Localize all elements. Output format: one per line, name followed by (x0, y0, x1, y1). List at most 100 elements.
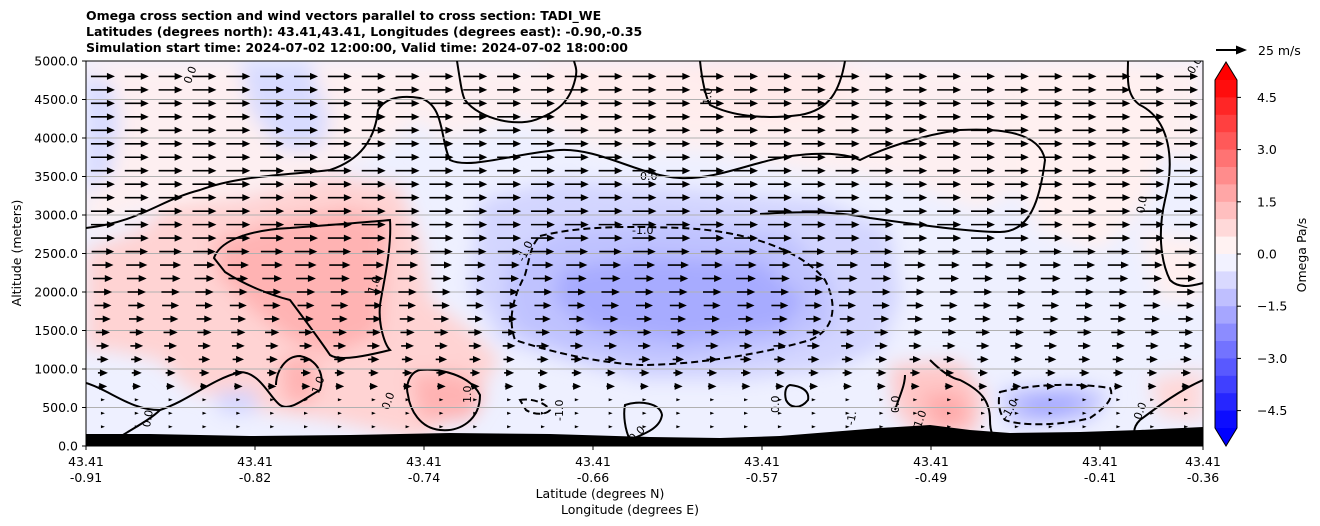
wind-vector (608, 425, 613, 429)
wind-vectors (90, 72, 1199, 429)
wind-vector (196, 315, 213, 323)
wind-vector (93, 275, 113, 283)
wind-vector (666, 180, 691, 188)
wind-vector (1072, 126, 1097, 134)
wind-vector (937, 113, 962, 121)
wind-vector (767, 153, 792, 161)
wind-vector (940, 301, 958, 309)
wind-vector (601, 288, 620, 296)
colorbar-swatch (1215, 114, 1237, 133)
wind-vector (1178, 328, 1194, 336)
wind-vector (100, 411, 105, 415)
wind-vector (463, 99, 488, 107)
wind-vector (947, 411, 952, 415)
wind-vector (329, 275, 350, 283)
wind-vector (602, 301, 620, 309)
wind-vector (430, 261, 453, 269)
wind-vector (1174, 207, 1199, 215)
colorbar-swatch (1215, 254, 1237, 272)
colorbar-swatch (1215, 80, 1237, 98)
wind-vector (504, 369, 515, 377)
wind-vector (801, 153, 826, 161)
wind-vector (903, 234, 928, 242)
colorbar-swatch (1215, 219, 1237, 238)
wind-vector (195, 288, 214, 296)
wind-vector (767, 207, 792, 215)
wind-vector (835, 86, 860, 94)
wind-vector (226, 72, 251, 80)
wind-vector (500, 301, 518, 309)
colorbar-swatch (1215, 201, 1237, 220)
wind-vector (432, 288, 451, 296)
wind-vector (463, 153, 488, 161)
y-tick-label: 2500.0 (34, 246, 78, 261)
wind-vector (1038, 167, 1063, 175)
x-tick-label-lon: -0.91 (70, 470, 102, 485)
wind-vector (1072, 113, 1097, 121)
wind-vector (974, 301, 992, 309)
wind-vector (1176, 288, 1196, 296)
wind-vector (572, 382, 582, 390)
wind-vector (702, 288, 722, 296)
wind-vector (700, 72, 725, 80)
y-tick-label: 4000.0 (34, 131, 78, 146)
wind-vector (530, 234, 555, 242)
wind-vector (1140, 221, 1165, 229)
wind-vector (260, 180, 285, 188)
wind-vector (771, 301, 789, 309)
wind-vector (970, 167, 995, 175)
wind-vector (124, 167, 149, 175)
wind-vector (598, 194, 623, 202)
wind-vector (327, 72, 352, 80)
wind-vector (707, 382, 717, 390)
contour-label: 0.0 (1131, 400, 1149, 421)
colorbar-swatch (1215, 323, 1237, 342)
wind-vector (700, 86, 725, 94)
wind-vector (361, 221, 386, 229)
wind-vector (299, 342, 313, 350)
wind-vector (1112, 355, 1125, 363)
wind-vector (469, 355, 481, 363)
wind-vector (1106, 221, 1131, 229)
wind-vector (531, 248, 555, 256)
colorbar-tick-label: 1.5 (1257, 194, 1277, 209)
contour-neg1-main (510, 225, 834, 367)
wind-vector (1080, 382, 1089, 390)
wind-vector (1110, 315, 1127, 323)
wind-vector (90, 86, 115, 94)
wind-vector (638, 355, 651, 363)
wind-vector (1004, 72, 1029, 80)
wind-vector (1106, 234, 1131, 242)
wind-vector (97, 369, 108, 377)
wind-vector (1041, 288, 1060, 296)
wind-vector (1004, 113, 1029, 121)
wind-vector (296, 288, 316, 296)
wind-vector (903, 194, 928, 202)
wind-vector (564, 207, 589, 215)
wind-vector (741, 382, 751, 390)
wind-vector (1009, 328, 1024, 336)
wind-vector (1076, 301, 1094, 309)
wind-vector (734, 248, 758, 256)
wind-vector (396, 248, 419, 256)
wind-vector (260, 221, 285, 229)
wind-vector (365, 301, 383, 309)
wind-vector (395, 72, 420, 80)
wind-vector (734, 99, 759, 107)
wind-vector (501, 315, 517, 323)
wind-vector (700, 221, 725, 229)
wind-vector (869, 99, 894, 107)
colorbar-swatch (1215, 132, 1237, 151)
x-axis: 43.41-0.9143.41-0.8243.41-0.7443.41-0.66… (68, 446, 1221, 485)
wind-vector (158, 194, 183, 202)
wind-vector (636, 315, 653, 323)
wind-vector (669, 288, 688, 296)
wind-vector (231, 328, 246, 336)
wind-vector (666, 72, 691, 80)
wind-vector (947, 398, 952, 402)
wind-vector (574, 411, 579, 415)
wind-vector (870, 261, 893, 269)
wind-vector (362, 248, 386, 256)
wind-vector (632, 194, 657, 202)
wind-vector (90, 234, 115, 242)
